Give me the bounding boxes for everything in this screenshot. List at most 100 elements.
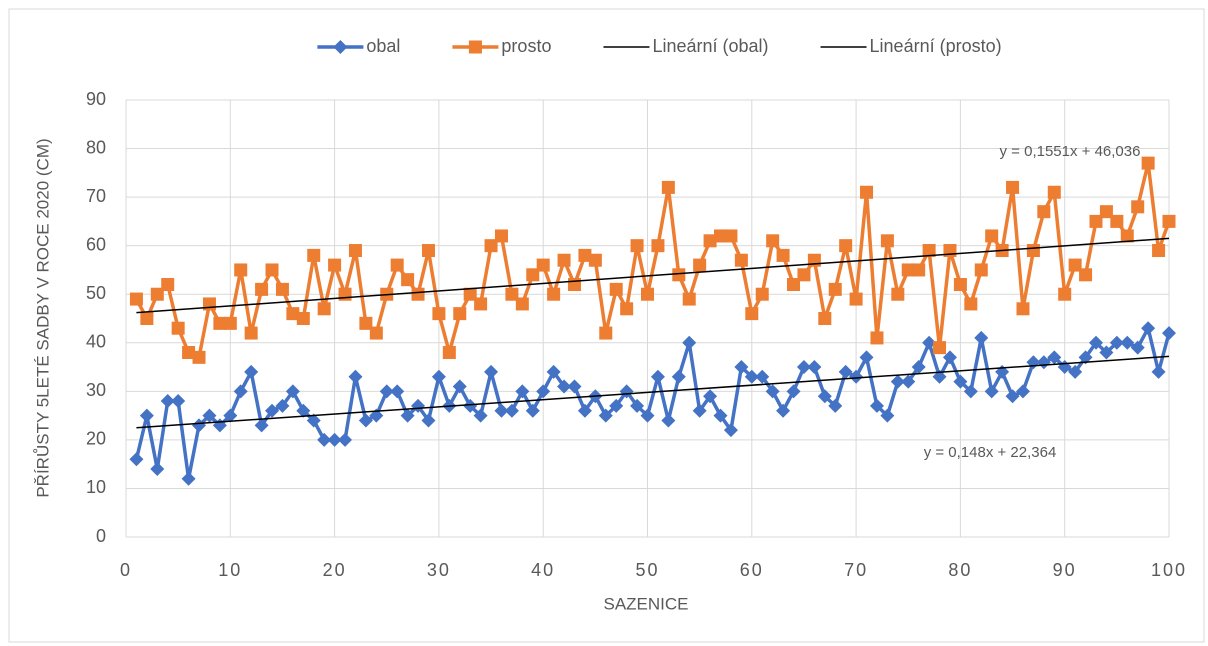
data-point [536,384,551,399]
x-tick-label: 10 [218,560,242,580]
data-point [661,413,676,428]
data-point [463,398,478,413]
data-point [411,287,425,301]
data-point [1141,321,1156,336]
data-point [1006,180,1020,194]
data-point [515,297,529,311]
y-tick-label: 70 [86,186,106,206]
data-point [1151,364,1166,379]
data-point [828,282,842,296]
data-point [442,345,456,359]
data-point [567,278,581,292]
data-point [880,234,894,248]
data-point [567,379,582,394]
data-point [411,398,426,413]
data-point [275,282,289,296]
data-point [1109,335,1124,350]
data-point [369,326,383,340]
data-point [328,258,342,272]
data-point [181,471,196,486]
data-point [515,384,530,399]
data-point [620,302,634,316]
data-point [1120,229,1134,243]
data-point [911,360,926,375]
data-point [557,379,572,394]
data-point [536,258,550,272]
data-point [891,287,905,301]
data-point [661,180,675,194]
data-point [265,263,279,277]
data-point [1162,214,1176,228]
data-point [901,374,916,389]
x-tick-label: 0 [120,560,132,580]
data-point [546,364,561,379]
y-tick-label: 90 [86,89,106,109]
data-point [1058,287,1072,301]
data-point [547,287,561,301]
data-point [150,287,164,301]
data-point [244,364,259,379]
data-point [432,307,446,321]
x-tick-label: 100 [1151,560,1187,580]
data-point [787,278,801,292]
data-point [139,408,154,423]
data-point [160,394,175,409]
x-tick-label: 50 [635,560,659,580]
data-point [630,239,644,253]
trend-equation: y = 0,1551x + 46,036 [1000,143,1141,160]
data-point [860,185,874,199]
data-point [870,331,884,345]
legend-label: Lineární (prosto) [870,36,1002,56]
data-point [796,360,811,375]
data-point [869,398,884,413]
data-point [1120,335,1135,350]
data-point [912,263,926,277]
data-point [755,287,769,301]
data-point [265,403,280,418]
data-point [703,234,717,248]
data-point [578,248,592,262]
data-point [953,374,968,389]
data-point [901,263,915,277]
data-point [453,307,467,321]
data-point [1088,335,1103,350]
data-point [1079,268,1093,282]
data-point [359,316,373,330]
data-point [275,398,290,413]
x-tick-label: 90 [1053,560,1077,580]
data-point [505,287,519,301]
data-point [693,258,707,272]
data-point [849,369,864,384]
data-point [1078,350,1093,365]
data-point [588,253,602,267]
data-point [776,248,790,262]
data-point [317,432,332,447]
x-tick-label: 60 [740,560,764,580]
data-point [525,403,540,418]
data-point [744,369,759,384]
data-point [254,418,269,433]
data-point [234,263,248,277]
data-point [296,312,310,325]
data-point [682,292,696,306]
data-point [202,408,217,423]
data-point [609,398,624,413]
data-point [1110,214,1124,228]
data-point [984,384,999,399]
y-tick-label: 20 [86,429,106,449]
data-point [650,369,665,384]
y-tick-label: 80 [86,137,106,157]
data-point [682,335,697,350]
data-point [1152,244,1166,258]
x-tick-label: 70 [844,560,868,580]
legend-label: obal [366,36,400,56]
data-point [338,287,352,301]
data-point [129,292,143,306]
data-point [401,273,415,287]
data-point [1016,302,1030,316]
data-point [473,408,488,423]
data-point [838,364,853,379]
data-point [723,423,738,438]
data-point [358,413,373,428]
